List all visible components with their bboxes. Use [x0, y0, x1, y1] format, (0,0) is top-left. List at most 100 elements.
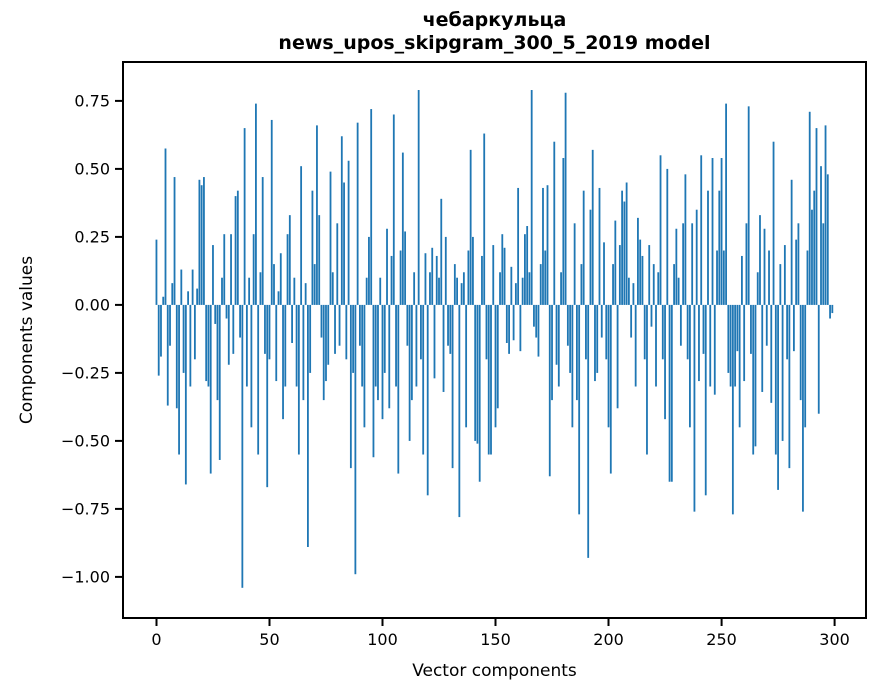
- bar: [241, 304, 244, 588]
- bar: [182, 304, 185, 373]
- bar: [460, 283, 463, 305]
- bar: [329, 171, 332, 305]
- bar: [381, 304, 384, 420]
- bar: [542, 187, 544, 305]
- bar: [618, 245, 621, 305]
- bar: [713, 304, 716, 395]
- bar: [334, 304, 336, 354]
- chart-title: чебаркульца news_upos_skipgram_300_5_201…: [123, 9, 866, 55]
- bar: [605, 304, 608, 360]
- bar: [711, 158, 714, 305]
- bar: [702, 304, 705, 354]
- bar: [720, 158, 723, 305]
- bar: [358, 304, 361, 346]
- bar: [811, 209, 813, 305]
- bar: [670, 304, 673, 482]
- bar: [521, 277, 524, 305]
- bar: [763, 228, 766, 305]
- bar: [743, 304, 746, 382]
- y-tick-label: −0.25: [60, 363, 110, 383]
- bar: [442, 304, 445, 392]
- bar: [612, 264, 614, 305]
- bar: [580, 264, 583, 305]
- bar: [352, 304, 355, 373]
- bar: [637, 217, 639, 305]
- bar: [361, 304, 364, 387]
- bar: [320, 304, 323, 338]
- bar: [261, 177, 264, 305]
- y-tick-label: −0.75: [60, 499, 110, 519]
- x-tick-label: 200: [593, 630, 624, 649]
- x-tick-label: 300: [819, 630, 850, 649]
- bar: [327, 304, 330, 365]
- bar: [603, 242, 605, 305]
- bar: [700, 155, 703, 305]
- bar: [625, 182, 628, 305]
- bar: [198, 179, 201, 305]
- bar: [266, 304, 269, 488]
- bar: [548, 304, 551, 477]
- bar: [408, 304, 411, 441]
- bar: [259, 272, 262, 305]
- bar: [598, 187, 601, 305]
- bar: [750, 304, 752, 354]
- bar: [370, 109, 373, 305]
- bar: [236, 190, 239, 305]
- bar: [216, 304, 219, 401]
- bar: [761, 304, 764, 392]
- bar: [476, 304, 479, 444]
- bar: [458, 304, 461, 518]
- bar: [641, 255, 644, 305]
- bar: [257, 304, 260, 455]
- bar: [467, 250, 470, 305]
- chart-title-model: news_upos_skipgram_300_5_2019 model: [278, 32, 711, 54]
- x-axis-label: Vector components: [412, 661, 577, 681]
- x-tick-label: 150: [480, 630, 511, 649]
- bar: [754, 304, 757, 447]
- bar: [426, 304, 429, 496]
- bar: [535, 304, 538, 338]
- bar: [184, 304, 187, 485]
- bar: [322, 304, 325, 401]
- bar: [666, 168, 669, 305]
- bar: [377, 304, 379, 401]
- bar: [679, 304, 682, 346]
- bar: [173, 177, 176, 305]
- bar: [293, 277, 296, 305]
- bar: [417, 90, 420, 305]
- bar: [770, 304, 773, 403]
- bar: [318, 215, 321, 305]
- bar: [481, 255, 483, 305]
- bar: [345, 304, 348, 360]
- bar: [392, 114, 395, 305]
- bar: [817, 304, 820, 414]
- bar: [365, 277, 368, 305]
- bar: [546, 185, 549, 305]
- bar: [474, 304, 477, 441]
- bar: [731, 304, 734, 515]
- bar: [302, 304, 305, 401]
- y-tick-label: 0.00: [74, 295, 110, 315]
- bar: [756, 272, 759, 305]
- bar: [652, 264, 655, 305]
- bar: [826, 174, 829, 305]
- bar: [483, 133, 486, 305]
- bar: [759, 215, 761, 305]
- bar: [313, 264, 316, 305]
- bar: [472, 236, 474, 305]
- bar: [704, 304, 707, 496]
- bar: [270, 119, 273, 305]
- bar: [822, 223, 825, 305]
- bar: [655, 304, 657, 387]
- bar: [508, 304, 510, 354]
- bar: [264, 304, 266, 354]
- bar: [349, 304, 352, 469]
- bar: [591, 149, 594, 305]
- bar: [295, 304, 298, 387]
- bar: [786, 304, 789, 360]
- bar: [648, 245, 651, 305]
- bar: [429, 272, 431, 305]
- bar: [189, 304, 192, 387]
- bar: [166, 304, 169, 406]
- bar: [747, 106, 750, 305]
